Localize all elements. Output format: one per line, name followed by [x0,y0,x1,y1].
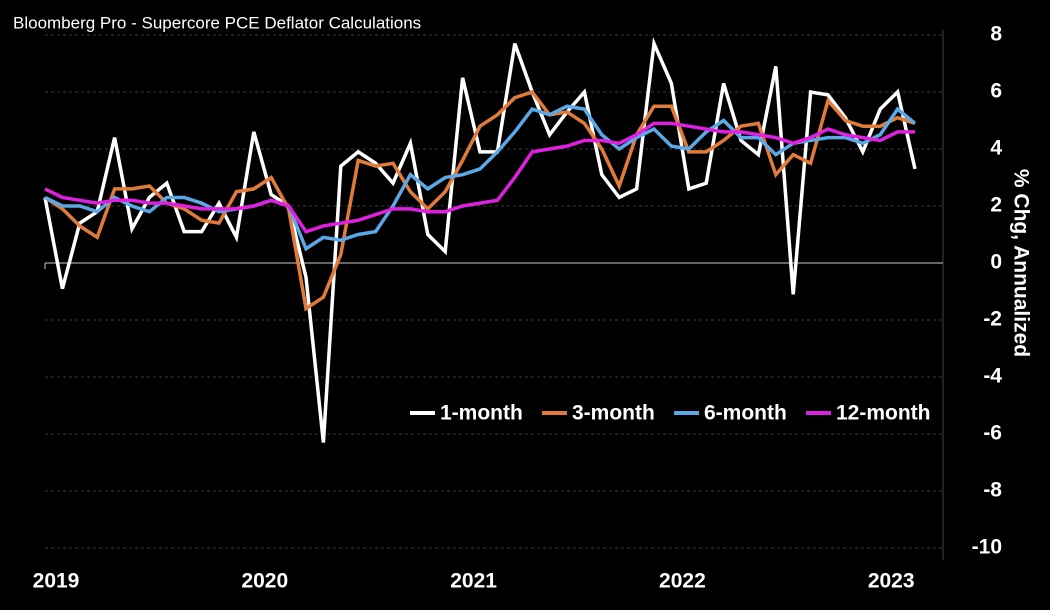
chart-title: Bloomberg Pro - Supercore PCE Deflator C… [13,13,421,32]
legend-label: 6-month [704,402,787,425]
x-tick-label: 2022 [659,570,706,593]
y-tick-label: -2 [983,308,1002,331]
x-tick-label: 2020 [241,570,288,593]
y-tick-label: -10 [972,536,1002,559]
y-tick-label: 8 [990,23,1002,46]
legend-label: 1-month [440,402,523,425]
y-tick-label: 6 [990,80,1002,103]
legend-label: 3-month [572,402,655,425]
legend-label: 12-month [836,402,931,425]
y-tick-label: 0 [990,251,1002,274]
y-tick-label: 4 [990,137,1002,160]
series-line [43,36,917,443]
y-tick-label: -4 [983,365,1002,388]
x-tick-label: 2019 [33,570,80,593]
series-line [44,121,915,234]
y-axis-label: % Chg, Annualized [1009,169,1032,357]
x-tick-label: 2023 [868,570,915,593]
y-tick-label: -6 [983,422,1002,445]
series-line [44,89,916,312]
y-tick-label: -8 [983,479,1002,502]
x-tick-label: 2021 [450,570,497,593]
y-tick-label: 2 [990,194,1002,217]
series-line [44,104,917,252]
